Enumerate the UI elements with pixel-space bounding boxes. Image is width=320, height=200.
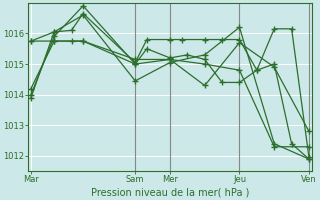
- X-axis label: Pression niveau de la mer( hPa ): Pression niveau de la mer( hPa ): [91, 187, 249, 197]
